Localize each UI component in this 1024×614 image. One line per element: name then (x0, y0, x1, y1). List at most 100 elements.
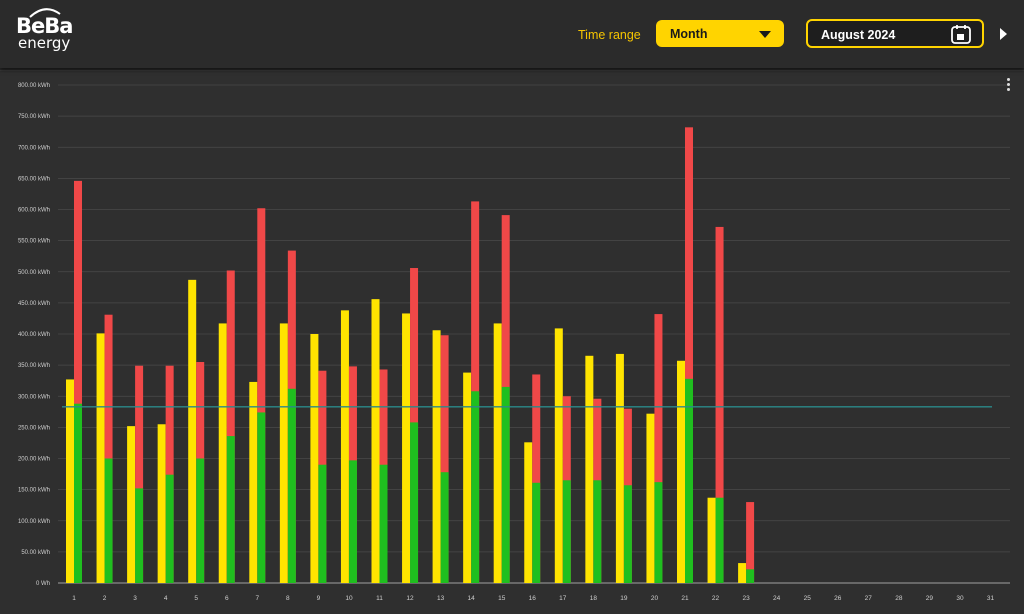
green-bar (440, 472, 449, 583)
x-tick-label: 21 (681, 595, 689, 602)
x-tick-label: 10 (345, 595, 353, 602)
date-value: August 2024 (821, 28, 896, 42)
x-tick-label: 31 (987, 595, 995, 602)
red-bar (685, 127, 693, 583)
green-bar (74, 403, 82, 583)
y-tick-label: 750.00 kWh (18, 114, 50, 120)
energy-bar-chart: 0 Wh 50.00 kWh 100.00 kWh 150.00 kWh 200.00 … (18, 83, 1010, 602)
yellow-bar (66, 379, 74, 583)
yellow-bar (554, 328, 563, 583)
x-tick-label: 11 (376, 595, 383, 602)
x-tick-label: 26 (834, 595, 842, 602)
top-bar: BeBa energy Time range Month August 2024 (0, 0, 1024, 68)
x-tick-label: 12 (406, 595, 414, 602)
y-tick-label: 300.00 kWh (18, 394, 50, 400)
chevron-down-icon (759, 31, 771, 38)
y-tick-label: 0 Wh (36, 581, 50, 587)
x-tick-label: 18 (590, 595, 598, 602)
x-tick-label: 28 (895, 595, 903, 602)
green-bar (562, 480, 571, 583)
red-bar (654, 314, 663, 583)
red-bar (74, 180, 82, 583)
red-bar (226, 270, 235, 583)
time-range-value: Month (670, 27, 708, 41)
x-tick-label: 7 (255, 595, 259, 602)
yellow-bar (218, 323, 227, 583)
time-range-dropdown[interactable]: Month (656, 20, 784, 47)
yellow-bar (585, 355, 594, 583)
y-tick-label: 400.00 kWh (18, 332, 50, 338)
yellow-bar (524, 442, 533, 583)
kebab-menu-icon[interactable] (1004, 78, 1012, 92)
y-tick-label: 150.00 kWh (18, 488, 50, 494)
red-bar (165, 365, 174, 583)
red-bar (532, 374, 541, 583)
green-bar (226, 436, 235, 583)
yellow-bar (340, 310, 349, 583)
yellow-bar (402, 313, 411, 583)
x-tick-label: 3 (133, 595, 137, 602)
red-bar (104, 314, 113, 583)
next-arrow-icon[interactable] (1000, 28, 1007, 40)
red-bar (135, 365, 144, 583)
green-bar (593, 480, 602, 583)
green-bar (715, 497, 724, 583)
yellow-bar (249, 381, 258, 583)
green-bar (685, 378, 693, 583)
y-tick-label: 200.00 kWh (18, 457, 50, 463)
green-bar (501, 386, 510, 583)
red-bar (746, 502, 755, 583)
green-bar (318, 464, 327, 583)
y-tick-label: 450.00 kWh (18, 301, 50, 307)
x-tick-label: 15 (498, 595, 506, 602)
green-bar (135, 488, 144, 583)
y-tick-label: 100.00 kWh (18, 519, 50, 525)
x-tick-label: 1 (72, 595, 76, 602)
y-tick-label: 500.00 kWh (18, 270, 50, 276)
yellow-bar (738, 563, 747, 583)
yellow-bar (677, 360, 685, 583)
yellow-bar (615, 353, 624, 583)
y-tick-label: 550.00 kWh (18, 239, 50, 245)
x-tick-label: 24 (773, 595, 781, 602)
y-tick-label: 350.00 kWh (18, 363, 50, 369)
x-tick-label: 6 (225, 595, 229, 602)
green-bar (623, 485, 632, 583)
yellow-bar (188, 279, 197, 583)
x-tick-label: 17 (559, 595, 567, 602)
x-tick-label: 23 (742, 595, 750, 602)
logo-text-bottom: energy (18, 34, 71, 52)
x-tick-label: 8 (286, 595, 290, 602)
time-range-label: Time range (578, 28, 641, 42)
x-tick-label: 22 (712, 595, 720, 602)
x-tick-label: 16 (529, 595, 537, 602)
x-tick-label: 5 (194, 595, 198, 602)
green-bar (196, 458, 205, 583)
green-bar (532, 482, 541, 583)
green-bar (471, 391, 480, 583)
green-bar (746, 569, 755, 583)
yellow-bar (646, 413, 655, 583)
date-picker[interactable]: August 2024 (806, 19, 984, 48)
y-tick-label: 250.00 kWh (18, 425, 50, 431)
logo-arc-icon (29, 8, 61, 18)
beba-energy-logo: BeBa energy (14, 6, 84, 56)
yellow-bar (310, 334, 319, 583)
x-tick-label: 20 (651, 595, 659, 602)
x-tick-label: 13 (437, 595, 445, 602)
x-tick-label: 19 (620, 595, 628, 602)
yellow-bar (371, 299, 380, 583)
green-bar (348, 460, 357, 583)
green-bar (654, 482, 663, 583)
green-bar (257, 412, 266, 583)
x-tick-label: 4 (164, 595, 168, 602)
logo-text-top: BeBa (16, 14, 73, 38)
yellow-bar (279, 323, 288, 583)
green-bar (410, 422, 419, 583)
x-tick-label: 27 (865, 595, 873, 602)
yellow-bar (96, 333, 105, 583)
y-tick-label: 700.00 kWh (18, 145, 50, 151)
calendar-icon[interactable] (950, 23, 972, 45)
x-tick-label: 29 (926, 595, 934, 602)
yellow-bar (707, 497, 716, 583)
